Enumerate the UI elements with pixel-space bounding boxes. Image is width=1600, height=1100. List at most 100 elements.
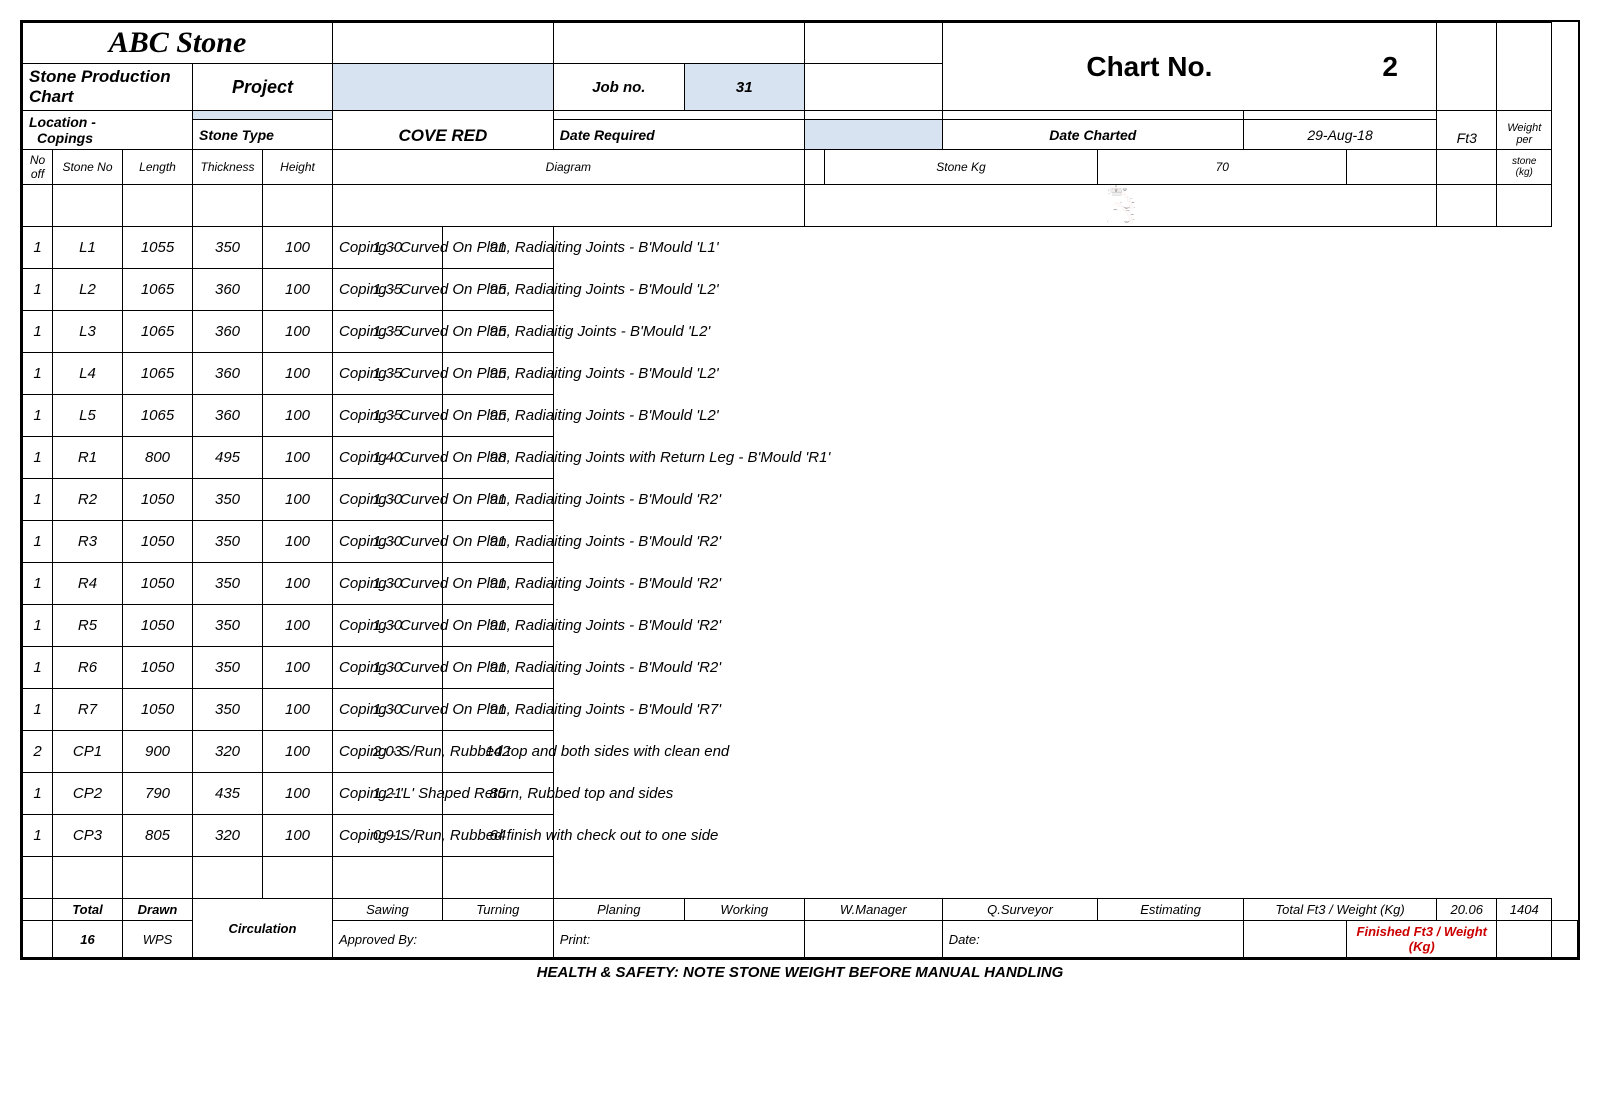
svg-text:Trim to suit on site: Trim to suit on site [1113,209,1117,210]
cell-s: CP2 [53,773,123,815]
cell-h: 100 [263,269,333,311]
planing: Planing [553,899,684,921]
svg-text:2297.0: 2297.0 [1128,209,1130,210]
svg-text:L2: L2 [1122,206,1123,207]
cell-h: 100 [263,815,333,857]
cell-l: 1050 [123,479,193,521]
turning: Turning [442,899,553,921]
svg-text:Stone R7: Stone R7 [1132,202,1135,203]
cell-l: 1050 [123,605,193,647]
svg-text:1464.0: 1464.0 [1132,219,1134,220]
cell-s: CP1 [53,731,123,773]
date-req [804,120,942,150]
main-table: ABC Stone Chart No. 2 Stone Production C… [22,22,1578,958]
row-description: Coping - Curved On Plan, Radiaitig Joint… [339,323,710,340]
total-ft3: 20.06 [1437,899,1497,921]
cell-h: 100 [263,395,333,437]
cell-t: 350 [193,689,263,731]
blank [1437,150,1497,185]
cell-t: 350 [193,227,263,269]
cell-l: 1050 [123,689,193,731]
row-description: Coping - S/Run, Rubbed finish with check… [339,827,718,844]
table-row: 1L110553501001.3091 [23,227,1578,269]
table-row: 1R410503501001.3091 [23,563,1578,605]
cell-l: 1065 [123,269,193,311]
cell-s: R2 [53,479,123,521]
table-row: 1R210503501001.3091 [23,479,1578,521]
cell-l: 900 [123,731,193,773]
blank [23,899,53,921]
cell-h: 100 [263,731,333,773]
svg-text:50.0: 50.0 [1108,192,1110,194]
blank [804,111,942,120]
blank [804,150,824,185]
svg-text:L3: L3 [1126,210,1127,211]
stone-type: COVE RED [333,111,554,150]
cell-l: 790 [123,773,193,815]
blank [23,921,53,958]
total-ft3-label: Total Ft3 / Weight (Kg) [1243,899,1436,921]
row-description: Coping - Curved On Plan, Radiaiting Join… [339,617,721,634]
cell-t: 360 [193,395,263,437]
production-chart: ABC Stone Chart No. 2 Stone Production C… [20,20,1580,960]
cell-t: 360 [193,269,263,311]
diagram-desc-area: Coping - Curved On Plan, Radiaiting Join… [333,185,805,227]
row-description: Coping - Curved On Plan, Radiaiting Join… [339,533,721,550]
location-copings: Location - Copings [23,111,193,150]
table-row: 2CP19003201002.03142 [23,731,1578,773]
blank [1497,921,1552,958]
finished-ft3-label: Finished Ft3 / Weight (Kg) [1347,921,1497,958]
svg-text:L4: L4 [1129,214,1130,215]
svg-text:R4: R4 [1124,194,1125,195]
blank [804,921,942,958]
svg-text:CURVE: CURVE [1125,221,1129,223]
row-description: Coping - Curved On Plan, Radiaiting Join… [339,659,721,676]
cell-l: 1055 [123,227,193,269]
table-row: 1R310503501001.3091 [23,521,1578,563]
cell-t: 350 [193,479,263,521]
cell-t: 495 [193,437,263,479]
cell-n: 1 [23,311,53,353]
svg-text:R7: R7 [1130,206,1131,207]
cell-h: 100 [263,605,333,647]
table-row: 1L510653601001.3595 [23,395,1578,437]
svg-text:Both Sides: Both Sides [1123,189,1126,190]
svg-text:Stone L5: Stone L5 [1131,214,1134,215]
svg-text:Coping: Coping [1115,190,1118,192]
cell-t: 350 [193,521,263,563]
col-nooff: No off [23,150,53,185]
cell-n: 1 [23,815,53,857]
stone-kg-2: stone (kg) [1497,150,1552,185]
cell-s: L3 [53,311,123,353]
chart-no: 2 [1350,48,1430,86]
table-row: 1L310653601001.3595 [23,311,1578,353]
svg-text:Typical: Typical [1114,189,1117,191]
cell-t: 435 [193,773,263,815]
svg-text:Clean End to: Clean End to [1132,202,1135,203]
table-row: 1CP27904351001.2185 [23,773,1578,815]
cell-l: 1065 [123,353,193,395]
stone-kg-label: Stone Kg [824,150,1098,185]
blank [1437,23,1497,111]
diagram-svg: 320.0100.050.0TypicalCopingSectionSmall … [805,185,1437,226]
cell-n: 1 [23,479,53,521]
row-description: Coping - Curved On Plan, Radiaiting Join… [339,575,721,592]
cell-l: 1050 [123,647,193,689]
table-row: 1R610503501001.3091 [23,647,1578,689]
cell-h: 100 [263,353,333,395]
cell-l: 805 [123,815,193,857]
row-description: Coping - Curved On Plan, Radiaiting Join… [339,449,830,466]
blank [1552,921,1578,958]
cell-s: CP3 [53,815,123,857]
cell-s: R4 [53,563,123,605]
cell-s: R7 [53,689,123,731]
svg-text:RIGHT HAND: RIGHT HAND [1123,207,1129,209]
cell-h: 100 [263,227,333,269]
cell-s: L5 [53,395,123,437]
print: Print: [553,921,804,958]
blank [333,23,554,64]
svg-text:LEFT HAND: LEFT HAND [1124,220,1130,222]
qsurveyor: Q.Surveyor [942,899,1098,921]
svg-text:2092.5: 2092.5 [1130,197,1132,198]
cell-h: 100 [263,521,333,563]
